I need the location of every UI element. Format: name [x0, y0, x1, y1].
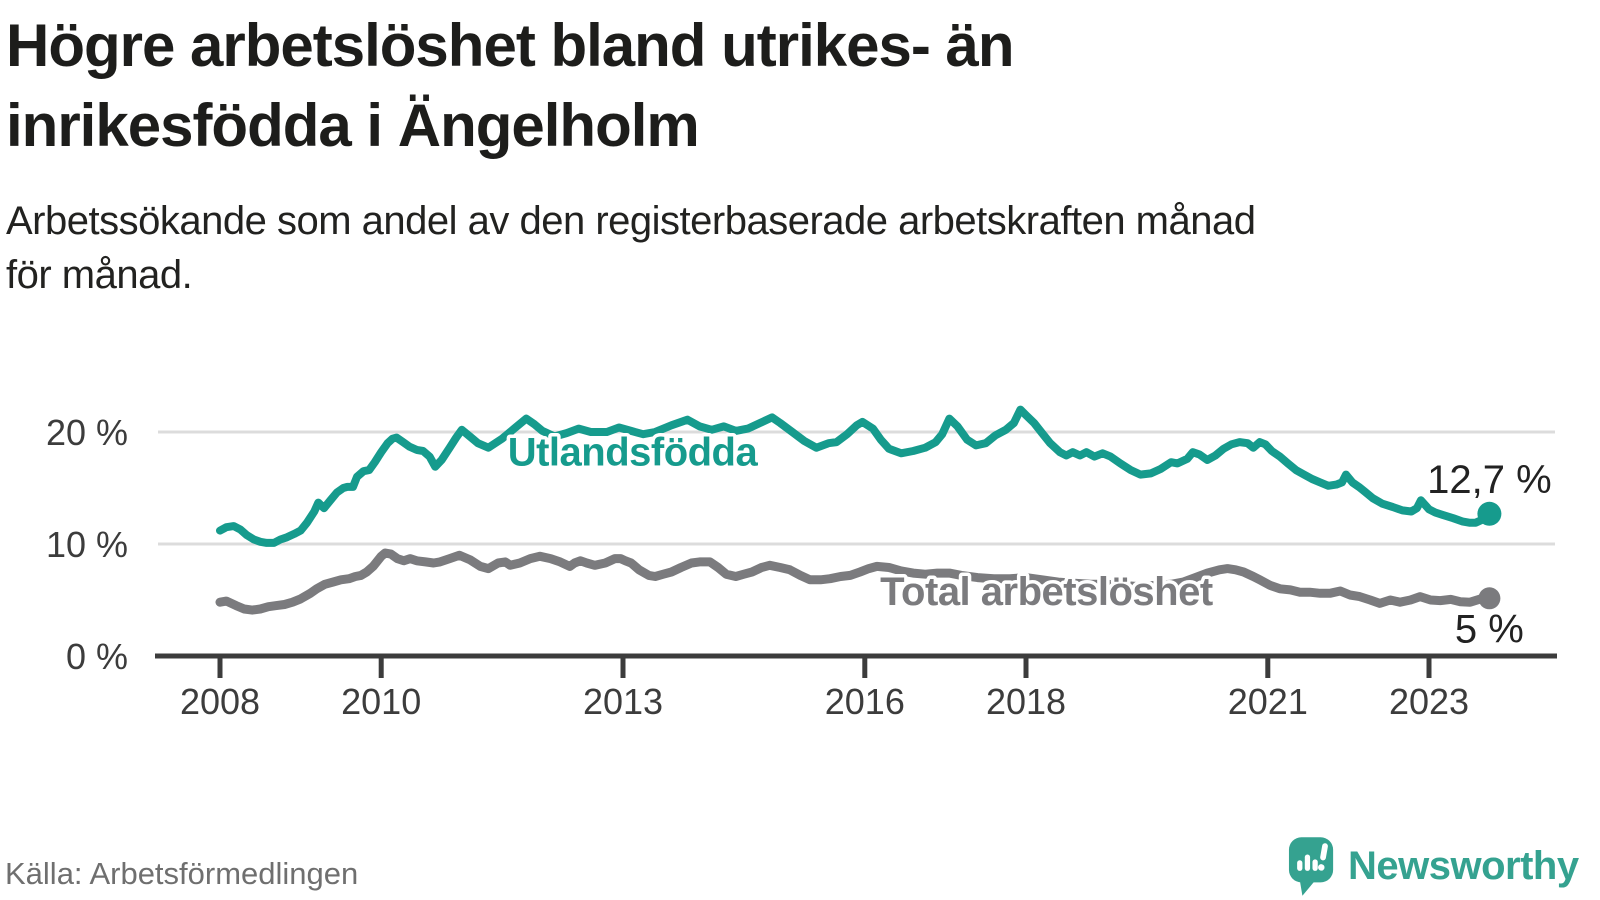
title-line-2: inrikesfödda i Ängelholm: [6, 92, 700, 159]
x-axis-label: 2021: [1228, 681, 1308, 722]
logo-exclamation: [1318, 843, 1328, 871]
logo-bubble-tail: [1299, 878, 1317, 896]
subtitle-line-1: Arbetssökande som andel av den registerb…: [6, 199, 1256, 243]
x-axis-label: 2016: [825, 681, 905, 722]
series-end-dot: [1478, 587, 1501, 610]
series-end-dot: [1477, 501, 1502, 526]
series-line-total: [215, 548, 1494, 615]
series-end-value: 5 %: [1455, 607, 1524, 651]
newsworthy-logo-icon: [1288, 837, 1334, 896]
series-end-value: 12,7 %: [1427, 458, 1552, 502]
y-axis-label: 10 %: [46, 524, 128, 565]
logo-bar-3: [1312, 859, 1318, 871]
newsworthy-logo: Newsworthy: [1288, 836, 1579, 898]
title-line-1: Högre arbetslöshet bland utrikes- än: [6, 12, 1015, 79]
logo-bar-1: [1297, 860, 1303, 871]
x-axis-label: 2013: [583, 681, 663, 722]
series-label: Total arbetslöshet: [880, 570, 1213, 614]
chart-header: Högre arbetslöshet bland utrikes- än inri…: [6, 0, 1594, 302]
subtitle-line-2: för månad.: [6, 253, 193, 297]
x-axis-label: 2023: [1389, 681, 1469, 722]
y-axis-label: 0 %: [66, 636, 128, 677]
page-title: Högre arbetslöshet bland utrikes- än inri…: [6, 0, 1594, 166]
series-label: Utlandsfödda: [508, 431, 759, 475]
x-axis-label: 2008: [180, 681, 260, 722]
source-note: Källa: Arbetsförmedlingen: [5, 856, 359, 891]
x-axis-label: 2018: [986, 681, 1066, 722]
newsworthy-wordmark: Newsworthy: [1348, 844, 1579, 888]
chart-subtitle: Arbetssökande som andel av den registerb…: [6, 166, 1594, 302]
series-line-utlandsfodda: [216, 405, 1494, 547]
logo-bar-2: [1304, 854, 1311, 871]
x-axis-label: 2010: [341, 681, 421, 722]
y-axis-label: 20 %: [46, 412, 128, 453]
